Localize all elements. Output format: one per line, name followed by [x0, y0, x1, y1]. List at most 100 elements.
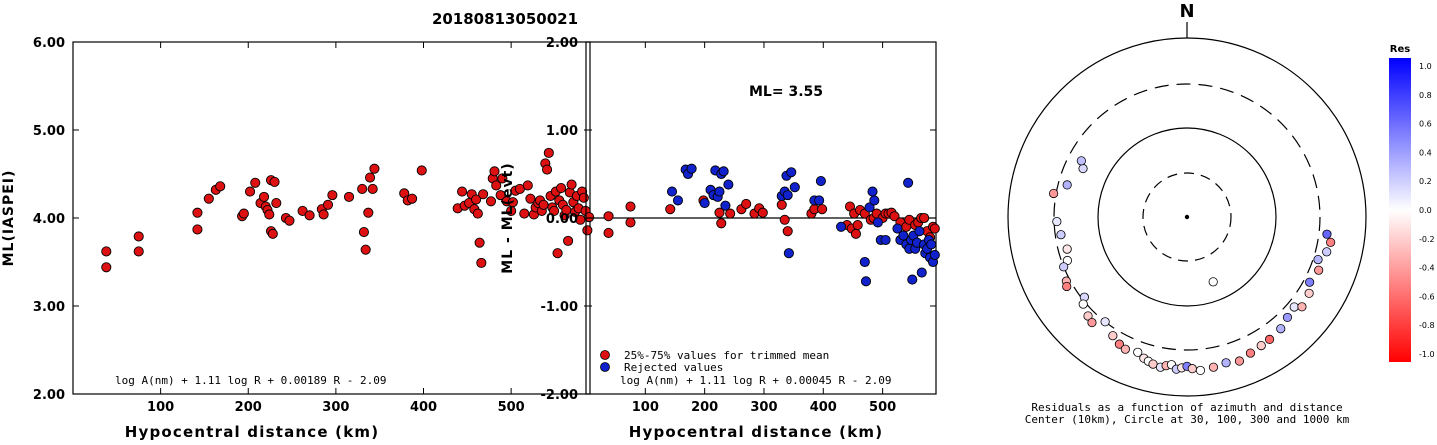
- polar-station-point: [1108, 331, 1118, 341]
- data-point-series-0: [716, 218, 727, 229]
- data-point-series-1: [892, 223, 903, 234]
- y-tick-label: 2.00: [546, 36, 578, 51]
- data-point-series-1: [789, 182, 800, 193]
- data-point-series-0: [267, 228, 278, 239]
- polar-station-point: [1187, 364, 1197, 374]
- polar-station-point: [1062, 281, 1072, 292]
- data-point-series-0: [357, 183, 368, 195]
- figure-title: 20180813050021: [432, 10, 578, 28]
- polar-station-point: [1076, 156, 1086, 166]
- data-point-series-0: [327, 190, 338, 201]
- data-point-series-1: [872, 217, 883, 228]
- polar-points: [1048, 156, 1336, 376]
- colorbar-tick-label: 0.8: [1419, 91, 1432, 100]
- colorbar-tick-label: -1.0: [1419, 350, 1435, 359]
- y-tick-label: 5.00: [33, 124, 65, 139]
- polar-station-point: [1078, 163, 1088, 174]
- chart-middle-xlabel: Hypocentral distance (km): [629, 423, 884, 441]
- x-tick-label: 100: [147, 400, 174, 415]
- data-point-series-1: [926, 239, 937, 250]
- chart-middle-ylabel: ML - ML(evt): [500, 162, 516, 273]
- polar-station-point: [1100, 317, 1110, 327]
- colorbar-tick-label: -0.8: [1419, 321, 1435, 330]
- data-point-series-0: [472, 208, 483, 219]
- data-point-series-1: [860, 276, 872, 287]
- data-point-series-0: [269, 176, 280, 187]
- data-point-series-0: [817, 204, 828, 215]
- data-point-series-0: [538, 199, 549, 210]
- data-point-series-0: [192, 224, 203, 235]
- polar-station-point: [1297, 302, 1307, 312]
- y-tick-label: 2.00: [33, 388, 65, 403]
- data-point-series-1: [720, 200, 731, 211]
- data-point-series-0: [478, 189, 489, 200]
- polar-station-point: [1245, 348, 1256, 358]
- data-point-series-1: [783, 248, 794, 259]
- polar-ring-1000km: [1007, 37, 1367, 397]
- polar-station-point: [1289, 302, 1299, 312]
- data-point-series-0: [101, 262, 112, 273]
- polar-station-point: [1313, 254, 1323, 265]
- polar-station-point: [1062, 244, 1072, 254]
- polar-station-point: [1078, 299, 1088, 309]
- data-point-series-0: [556, 183, 567, 194]
- x-tick-label: 100: [632, 400, 659, 415]
- data-point-series-0: [250, 177, 261, 188]
- x-tick-label: 300: [322, 400, 349, 415]
- chart-middle: -2.00 -1.00 0.00 1.00 2.00 100 200 300 400 500 M…: [500, 36, 940, 441]
- data-point-series-1: [782, 190, 793, 201]
- y-tick-label: 6.00: [33, 36, 65, 51]
- data-point-series-0: [258, 191, 270, 202]
- data-point-series-1: [916, 267, 927, 278]
- data-point-series-0: [757, 207, 768, 218]
- data-point-series-0: [563, 235, 574, 246]
- chart-left-points: [101, 147, 595, 273]
- chart-left-xlabel: Hypocentral distance (km): [125, 423, 380, 441]
- data-point-series-0: [584, 212, 595, 223]
- colorbar-tick-label: -0.2: [1419, 235, 1435, 244]
- data-point-series-0: [192, 207, 203, 218]
- data-point-series-0: [471, 194, 482, 205]
- legend-label-trimmed: 25%-75% values for trimmed mean: [624, 349, 829, 362]
- x-tick-label: 500: [869, 400, 896, 415]
- polar-station-point: [1208, 277, 1218, 287]
- colorbar-ticks: 1.0 0.8 0.6 0.4 0.2 0.0 -0.2 -0.4 -0.6 -0.8 -1.0: [1419, 62, 1435, 359]
- data-point-series-0: [782, 226, 793, 237]
- data-point-series-0: [497, 173, 508, 184]
- colorbar-tick-label: 0.2: [1419, 177, 1432, 186]
- data-point-series-1: [898, 230, 909, 241]
- data-point-series-1: [786, 167, 797, 178]
- data-point-series-0: [929, 223, 940, 234]
- x-tick-label: 200: [691, 400, 718, 415]
- data-point-series-1: [880, 234, 891, 246]
- x-tick-label: 300: [750, 400, 777, 415]
- data-point-series-0: [525, 193, 536, 204]
- data-point-series-0: [238, 208, 249, 219]
- data-point-series-0: [543, 147, 554, 158]
- polar-station-point: [1059, 262, 1069, 272]
- y-tick-label: -1.00: [541, 300, 578, 315]
- data-point-series-1: [699, 197, 710, 209]
- data-point-series-0: [542, 164, 553, 175]
- data-point-series-0: [318, 209, 329, 220]
- x-tick-label: 200: [235, 400, 262, 415]
- polar-station-point: [1056, 230, 1066, 240]
- colorbar-gradient: [1389, 58, 1411, 362]
- x-tick-label: 500: [498, 400, 525, 415]
- data-point-series-1: [929, 249, 940, 261]
- data-point-series-0: [522, 180, 533, 191]
- data-point-series-0: [360, 244, 371, 255]
- y-tick-label: -2.00: [541, 388, 578, 403]
- data-point-series-0: [133, 246, 144, 257]
- data-point-series-0: [507, 197, 518, 208]
- data-point-series-0: [850, 228, 861, 239]
- colorbar-tick-label: 0.4: [1419, 148, 1432, 157]
- data-point-series-0: [566, 179, 577, 190]
- polar-station-point: [1322, 247, 1332, 257]
- x-tick-label: 400: [810, 400, 837, 415]
- colorbar-tick-label: 0.0: [1419, 206, 1432, 215]
- y-tick-label: 1.00: [546, 124, 578, 139]
- data-point-series-0: [474, 237, 485, 248]
- data-point-series-0: [457, 186, 468, 197]
- data-point-series-0: [365, 172, 376, 183]
